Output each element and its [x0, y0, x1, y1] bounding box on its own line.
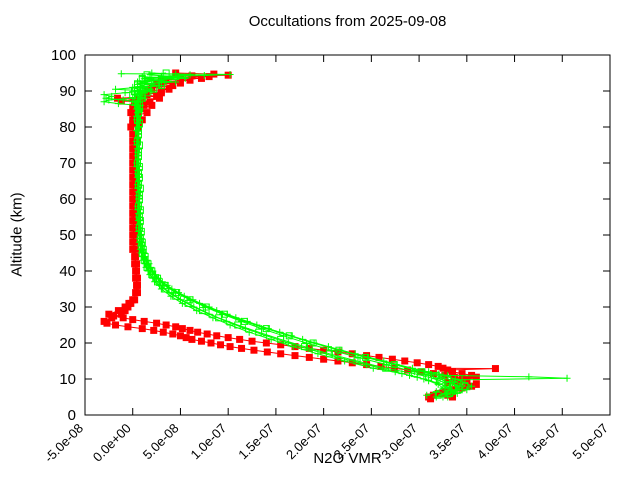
y-tick-label: 90	[59, 83, 76, 100]
x-tick-label: 3.0e-07	[378, 421, 420, 463]
chart-title: Occultations from 2025-09-08	[248, 13, 447, 30]
y-tick-label: 80	[59, 119, 76, 136]
x-tick-label: 4.0e-07	[474, 421, 516, 463]
y-tick-label: 40	[59, 263, 76, 280]
x-tick-label: 5.0e-08	[140, 421, 182, 463]
x-tick-label: 1.5e-07	[235, 421, 277, 463]
x-tick-label: 5.0e-07	[569, 421, 611, 463]
y-tick-label: 50	[59, 227, 76, 244]
x-tick-label: 3.5e-07	[426, 421, 468, 463]
x-axis-label: N2O VMR	[313, 450, 382, 467]
x-tick-label: 0.0e+00	[90, 421, 134, 465]
series-occ-green-3	[129, 87, 476, 401]
y-tick-label: 70	[59, 155, 76, 172]
x-tick-label: 1.0e-07	[188, 421, 230, 463]
series-occ-green-6	[129, 80, 456, 399]
y-tick-label: 30	[59, 299, 76, 316]
x-tick-label: 4.5e-07	[522, 421, 564, 463]
y-tick-label: 100	[51, 47, 76, 64]
y-tick-label: 60	[59, 191, 76, 208]
series-occ-green-4	[117, 70, 447, 399]
series-occ-red-2	[105, 87, 499, 401]
x-tick-label: 2.0e-07	[283, 421, 325, 463]
y-tick-label: 20	[59, 335, 76, 352]
series-occ-green-7	[131, 69, 469, 397]
y-tick-label: 0	[68, 407, 76, 424]
x-tick-label: 2.5e-07	[331, 421, 373, 463]
x-tick-label: -5.0e-08	[41, 421, 86, 466]
y-tick-label: 10	[59, 371, 76, 388]
series-occ-red-1	[100, 69, 471, 403]
